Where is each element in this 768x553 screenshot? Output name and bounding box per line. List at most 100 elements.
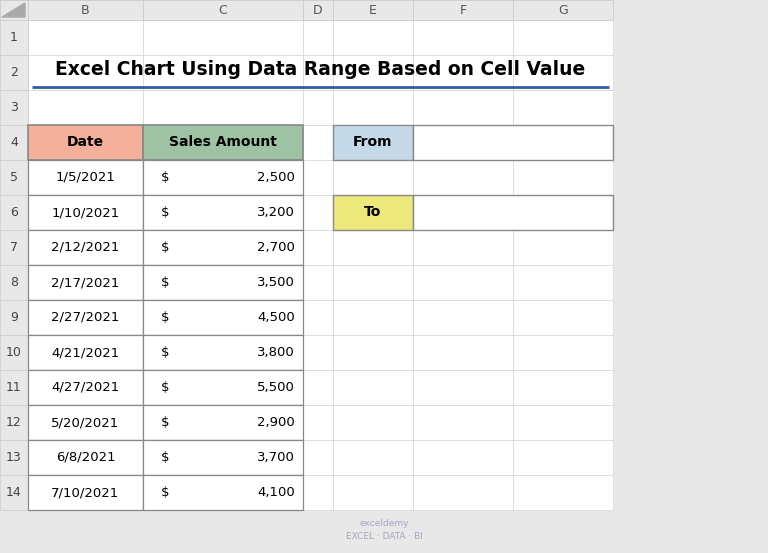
Bar <box>413 125 513 160</box>
Text: $: $ <box>161 311 170 324</box>
Bar <box>28 230 143 265</box>
Text: Excel Chart Using Data Range Based on Cell Value: Excel Chart Using Data Range Based on Ce… <box>55 60 586 79</box>
Bar <box>143 160 303 195</box>
Bar <box>143 440 303 475</box>
Bar <box>303 475 333 510</box>
Bar <box>143 230 303 265</box>
Bar <box>413 300 513 335</box>
Bar <box>413 335 513 370</box>
Text: $: $ <box>161 241 170 254</box>
Bar <box>28 160 143 195</box>
Text: 4/21/2021: 4/21/2021 <box>51 346 120 359</box>
Bar <box>143 195 303 230</box>
Text: 9: 9 <box>10 311 18 324</box>
Bar <box>413 195 513 230</box>
Text: From: From <box>353 135 392 149</box>
Bar <box>28 55 143 90</box>
Bar <box>333 440 413 475</box>
Text: $: $ <box>161 276 170 289</box>
Text: 4,100: 4,100 <box>257 486 295 499</box>
Text: 13: 13 <box>6 451 22 464</box>
Bar <box>28 475 143 510</box>
Text: 4: 4 <box>10 136 18 149</box>
Bar <box>143 265 303 300</box>
Bar <box>413 475 513 510</box>
Text: 3,700: 3,700 <box>257 451 295 464</box>
Bar <box>413 370 513 405</box>
Bar <box>303 125 333 160</box>
Bar <box>513 230 613 265</box>
Bar <box>303 265 333 300</box>
Bar <box>143 300 303 335</box>
Bar <box>143 265 303 300</box>
Bar <box>28 370 143 405</box>
Bar <box>333 55 413 90</box>
Bar <box>333 125 413 160</box>
Bar <box>333 475 413 510</box>
Bar <box>28 0 143 20</box>
Bar <box>333 370 413 405</box>
Text: 2,500: 2,500 <box>257 171 295 184</box>
Bar <box>143 370 303 405</box>
Bar <box>0 55 28 90</box>
Bar <box>333 335 413 370</box>
Text: 4/27/2021: 4/27/2021 <box>51 381 120 394</box>
Bar <box>513 370 613 405</box>
Bar <box>28 265 143 300</box>
Bar <box>333 300 413 335</box>
Bar <box>413 265 513 300</box>
Bar <box>513 20 613 55</box>
Text: 10: 10 <box>6 346 22 359</box>
Bar <box>0 20 28 55</box>
Bar <box>303 0 333 20</box>
Text: 5,500: 5,500 <box>257 381 295 394</box>
Text: 1/5/2021: 1/5/2021 <box>55 171 115 184</box>
Text: To: To <box>364 206 382 220</box>
Bar <box>413 55 513 90</box>
Bar <box>333 405 413 440</box>
Bar <box>413 90 513 125</box>
Bar <box>143 405 303 440</box>
Text: $: $ <box>161 171 170 184</box>
Text: 2,700: 2,700 <box>257 241 295 254</box>
Bar <box>28 195 143 230</box>
Bar <box>513 265 613 300</box>
Text: exceldemy
EXCEL · DATA · BI: exceldemy EXCEL · DATA · BI <box>346 519 422 541</box>
Bar <box>333 195 413 230</box>
Text: 6/8/2021: 6/8/2021 <box>56 451 115 464</box>
Text: 2: 2 <box>10 66 18 79</box>
Bar <box>513 475 613 510</box>
Bar <box>0 230 28 265</box>
Bar <box>0 195 28 230</box>
Bar <box>143 20 303 55</box>
Bar <box>28 195 143 230</box>
Bar <box>0 405 28 440</box>
Text: $: $ <box>161 381 170 394</box>
Text: 7/10/2021: 7/10/2021 <box>51 486 120 499</box>
Text: 3,200: 3,200 <box>257 206 295 219</box>
Text: D: D <box>313 3 323 17</box>
Text: F: F <box>459 3 467 17</box>
Text: 1: 1 <box>10 31 18 44</box>
Bar <box>143 475 303 510</box>
Bar <box>413 195 613 230</box>
Bar <box>28 335 143 370</box>
Bar <box>513 160 613 195</box>
Bar <box>28 475 143 510</box>
Bar <box>303 335 333 370</box>
Bar <box>413 440 513 475</box>
Bar <box>303 20 333 55</box>
Bar <box>28 335 143 370</box>
Bar <box>143 335 303 370</box>
Bar <box>513 90 613 125</box>
Text: 5/20/2021: 5/20/2021 <box>51 416 120 429</box>
Text: Sales Amount: Sales Amount <box>169 135 277 149</box>
Bar <box>333 160 413 195</box>
Bar <box>333 125 413 160</box>
Bar <box>28 405 143 440</box>
Text: 2/27/2021: 2/27/2021 <box>51 311 120 324</box>
Bar <box>0 475 28 510</box>
Bar <box>143 55 303 90</box>
Text: 2/12/2021: 2/12/2021 <box>51 241 120 254</box>
Text: 7: 7 <box>10 241 18 254</box>
